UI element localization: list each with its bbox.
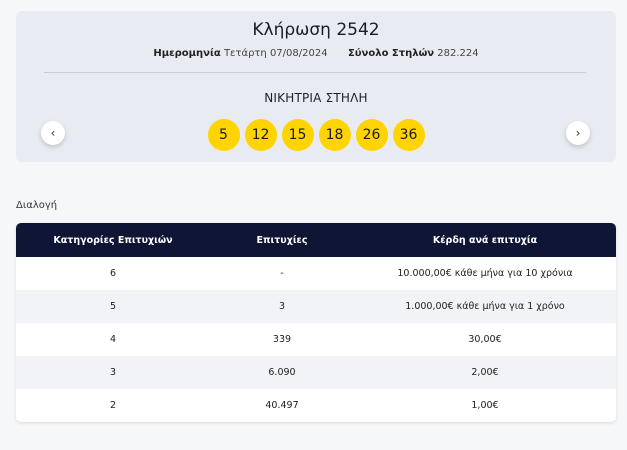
results-table: Κατηγορίες Επιτυχιών Επιτυχίες Κέρδη ανά… bbox=[16, 223, 616, 422]
prize-cell: 2,00€ bbox=[354, 356, 616, 389]
draw-card: Κλήρωση 2542 Ημερομηνία Τετάρτη 07/08/20… bbox=[16, 11, 616, 162]
prize-cell: 10.000,00€ κάθε μήνα για 10 χρόνια bbox=[397, 268, 573, 279]
total-columns-label: Σύνολο Στηλών bbox=[347, 48, 435, 59]
header-categories: Κατηγορίες Επιτυχιών bbox=[16, 223, 210, 257]
table-row: 4 339 30,00€ bbox=[16, 323, 616, 356]
category-cell: 3 bbox=[16, 356, 210, 389]
category-cell: 6 bbox=[109, 268, 117, 279]
table-row: 3 6.090 2,00€ bbox=[16, 356, 616, 389]
winners-cell: 339 bbox=[272, 334, 292, 345]
header-winners: Επιτυχίες bbox=[210, 223, 354, 257]
category-cell: 5 bbox=[16, 290, 210, 323]
draw-date-value: Τετάρτη 07/08/2024 bbox=[223, 48, 328, 59]
category-cell: 2 bbox=[109, 400, 117, 411]
winners-cell: 6.090 bbox=[210, 356, 354, 389]
divider bbox=[44, 72, 586, 73]
header-prize: Κέρδη ανά επιτυχία bbox=[354, 223, 616, 257]
winning-number-ball: 15 bbox=[281, 119, 314, 151]
results-table-container: Κατηγορίες Επιτυχιών Επιτυχίες Κέρδη ανά… bbox=[16, 223, 616, 422]
total-columns-value: 282.224 bbox=[437, 48, 479, 59]
winners-cell: - bbox=[280, 268, 284, 279]
chevron-left-icon: ‹ bbox=[50, 126, 56, 140]
chevron-right-icon: › bbox=[575, 126, 581, 140]
prize-cell: 30,00€ bbox=[468, 334, 502, 345]
table-row: 2 40.497 1,00€ bbox=[16, 389, 616, 422]
section-label: Διαλογή bbox=[16, 200, 58, 211]
winning-number-ball: 36 bbox=[392, 119, 425, 151]
draw-title: Κλήρωση 2542 bbox=[252, 20, 380, 40]
table-row: 6 - 10.000,00€ κάθε μήνα για 10 χρόνια bbox=[16, 257, 616, 290]
next-draw-button[interactable]: › bbox=[566, 121, 590, 145]
draw-meta: Ημερομηνία Τετάρτη 07/08/2024 Σύνολο Στη… bbox=[16, 48, 616, 59]
winning-number-ball: 26 bbox=[355, 119, 388, 151]
winners-cell: 3 bbox=[210, 290, 354, 323]
prize-cell: 1.000,00€ κάθε μήνα για 1 χρόνο bbox=[354, 290, 616, 323]
prize-cell: 1,00€ bbox=[471, 400, 499, 411]
winning-column-label: ΝΙΚΗΤΡΙΑ ΣΤΗΛΗ bbox=[264, 91, 368, 105]
draw-date-label: Ημερομηνία bbox=[153, 48, 221, 59]
winning-number-ball: 12 bbox=[244, 119, 277, 151]
category-cell: 4 bbox=[109, 334, 117, 345]
winners-cell: 40.497 bbox=[265, 400, 299, 411]
table-row: 5 3 1.000,00€ κάθε μήνα για 1 χρόνο bbox=[16, 290, 616, 323]
winning-number-ball: 18 bbox=[318, 119, 351, 151]
previous-draw-button[interactable]: ‹ bbox=[41, 121, 65, 145]
winning-number-ball: 5 bbox=[207, 119, 240, 151]
winning-numbers: 5 12 15 18 26 36 bbox=[16, 119, 616, 151]
table-header-row: Κατηγορίες Επιτυχιών Επιτυχίες Κέρδη ανά… bbox=[16, 223, 616, 257]
